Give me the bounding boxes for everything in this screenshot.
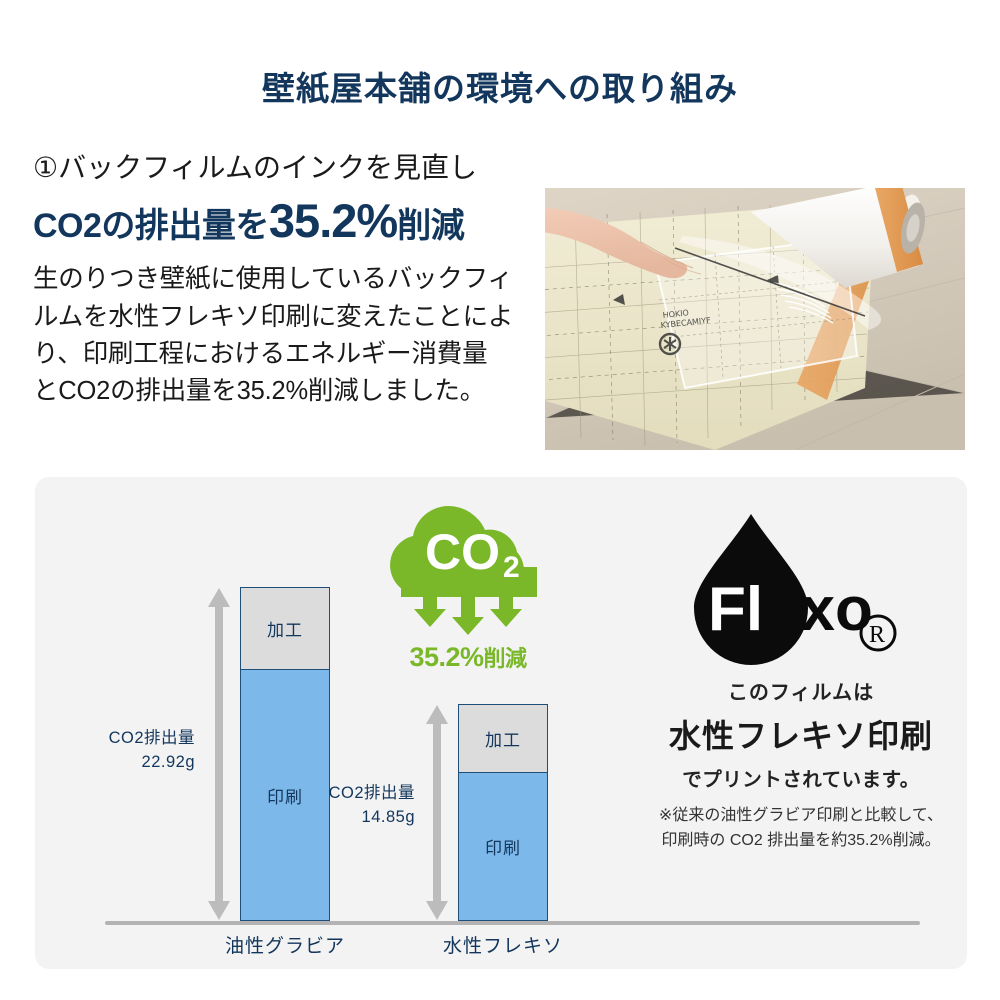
co2-reduction-caption: 35.2%削減 xyxy=(368,641,568,673)
headline-prefix: CO2の排出量を xyxy=(33,207,269,245)
flexo-footnote: ※従来の油性グラビア印刷と比較して、 印刷時の CO2 排出量を約35.2%削減… xyxy=(635,804,967,854)
intro-body: 生のりつき壁紙に使用しているバックフィ ルムを水性フレキソ印刷に変えたことによ … xyxy=(33,261,533,410)
headline-value: 35.2% xyxy=(268,194,398,247)
measure-label-flexo: CO2排出量 14.85g xyxy=(275,782,415,830)
headline-suffix: 削減 xyxy=(397,207,465,245)
flexo-footnote-line: 印刷時の CO2 排出量を約35.2%削減。 xyxy=(661,831,941,849)
intro-body-line: とCO2の排出量を35.2%削減しました。 xyxy=(33,377,486,406)
intro-body-line: 生のりつき壁紙に使用しているバックフィ xyxy=(33,265,513,294)
flexo-info-block: Fl exo R このフィルムは 水性フレキソ印刷 でプリントされています。 ※… xyxy=(635,477,967,969)
intro-body-line: り、印刷工程におけるエネルギー消費量 xyxy=(33,339,488,368)
flexo-footnote-line: ※従来の油性グラビア印刷と比較して、 xyxy=(658,807,944,824)
chart-baseline xyxy=(105,921,920,925)
svg-text:exo: exo xyxy=(766,575,873,644)
measure-label-gravure: CO2排出量 22.92g xyxy=(55,727,195,775)
intro-block: ①バックフィルムのインクを見直し CO2の排出量を35.2%削減 生のりつき壁紙… xyxy=(33,150,533,410)
svg-text:2: 2 xyxy=(503,551,520,584)
bar-segment-processing: 加工 xyxy=(458,704,548,773)
co2-reduction-badge: CO 2 35.2%削減 xyxy=(368,497,568,673)
svg-text:R: R xyxy=(869,622,885,648)
flexo-sub-top: このフィルムは xyxy=(727,682,875,704)
bar-gravure: 加工 印刷 xyxy=(240,587,330,921)
bar-flexo: 加工 印刷 xyxy=(458,704,548,921)
registered-mark-icon: R xyxy=(859,614,897,652)
intro-body-line: ルムを水性フレキソ印刷に変えたことによ xyxy=(33,302,514,331)
intro-headline: CO2の排出量を35.2%削減 xyxy=(33,193,533,249)
segment-label-processing: 加工 xyxy=(485,731,521,750)
comparison-panel: 加工 印刷 油性グラビア CO2排出量 22.92g xyxy=(35,477,967,969)
svg-text:Fl: Fl xyxy=(708,575,763,644)
measure-value: 14.85g xyxy=(361,807,415,826)
measure-arrow-flexo xyxy=(425,704,449,921)
svg-text:CO: CO xyxy=(425,524,500,580)
co2-cloud-icon: CO 2 xyxy=(390,505,537,635)
flexo-main-text: 水性フレキソ印刷 xyxy=(668,718,933,754)
bar-segment-processing: 加工 xyxy=(240,587,330,670)
svg-text:HOKIO: HOKIO xyxy=(662,308,689,320)
co2-reduction-value: 35.2% xyxy=(409,642,484,672)
co2-reduction-suffix: 削減 xyxy=(483,646,528,671)
bar-segment-printing: 印刷 xyxy=(458,773,548,921)
page-title: 壁紙屋本舗の環境への取り組み xyxy=(262,70,738,107)
flexo-droplet-logo: Fl exo R xyxy=(694,514,897,665)
segment-label-processing: 加工 xyxy=(267,621,303,640)
wallpaper-roll-photo: HOKIO KYBECAMIYF xyxy=(545,188,965,450)
measure-arrow-gravure xyxy=(207,587,231,921)
bar-segment-printing: 印刷 xyxy=(240,670,330,921)
co2-bar-chart: 加工 印刷 油性グラビア CO2排出量 22.92g xyxy=(35,477,920,969)
measure-value: 22.92g xyxy=(141,752,195,771)
category-label-gravure: 油性グラビア xyxy=(224,936,345,957)
flexo-sub-bottom: でプリントされています。 xyxy=(682,769,920,791)
measure-caption: CO2排出量 xyxy=(108,729,195,747)
measure-caption: CO2排出量 xyxy=(328,784,415,802)
segment-label-printing: 印刷 xyxy=(267,787,303,807)
category-label-flexo: 水性フレキソ xyxy=(442,936,563,957)
segment-label-printing: 印刷 xyxy=(485,839,521,858)
intro-step-label: ①バックフィルムのインクを見直し xyxy=(33,152,477,183)
flexo-logo: Fl exo R xyxy=(635,502,967,672)
